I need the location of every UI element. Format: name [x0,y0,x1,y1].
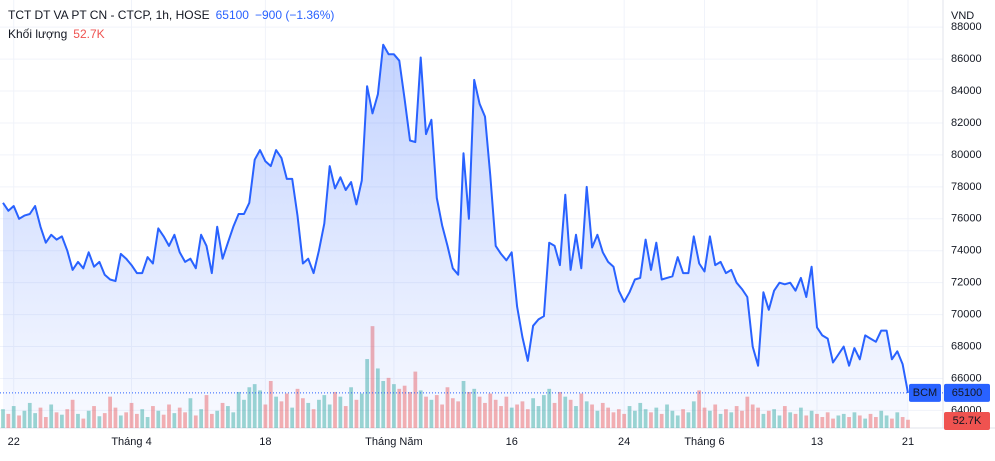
x-tick-label: 13 [811,436,823,448]
price-tag-label: 65100 [952,387,983,399]
x-tick-label: Tháng 4 [111,436,151,448]
y-tick-label: 70000 [951,309,982,321]
y-tick-label: 78000 [951,181,982,193]
y-tick-label: 82000 [951,117,982,129]
x-tick-label: 18 [259,436,271,448]
x-tick-label: 16 [506,436,518,448]
symbol-tag-label: BCM [913,387,937,399]
volume-tag [944,412,990,430]
volume-title: Khối lượng [8,27,68,41]
price-area [3,44,908,428]
symbol-title: TCT DT VA PT CN - CTCP, 1h, HOSE [8,8,210,22]
legend-header: TCT DT VA PT CN - CTCP, 1h, HOSE 65100 −90… [8,8,340,22]
price-line [2,43,909,394]
x-tick-label: Tháng Năm [365,436,422,448]
price-change: −900 (−1.36%) [254,8,335,22]
y-tick-label: 88000 [951,21,982,33]
x-tick-label: 21 [902,436,914,448]
currency-label: VND [951,10,974,22]
price-tag [944,383,990,402]
y-tick-label: 74000 [951,245,982,257]
last-price: 65100 [215,8,249,22]
y-tick-label: 84000 [951,85,982,97]
y-tick-label: 86000 [951,53,982,65]
volume-legend: Khối lượng 52.7K [8,27,111,41]
y-tick-label: 66000 [951,372,982,384]
y-tick-label: 80000 [951,149,982,161]
y-tick-label: 72000 [951,277,982,289]
x-tick-label: 24 [618,436,630,448]
volume-tag-label: 52.7K [953,415,982,427]
volume-bar [1,409,5,428]
y-tick-label: 68000 [951,340,982,352]
y-tick-label: 76000 [951,213,982,225]
x-tick-label: 22 [8,436,20,448]
symbol-tag [909,383,941,402]
volume-value: 52.7K [73,27,105,41]
x-tick-label: Tháng 6 [684,436,724,448]
